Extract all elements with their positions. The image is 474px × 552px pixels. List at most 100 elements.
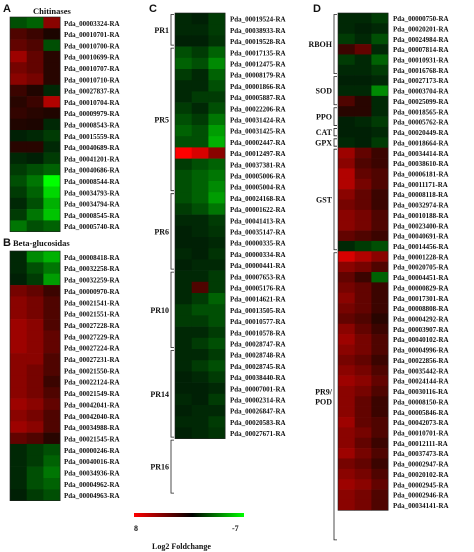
heatmap-cell xyxy=(10,163,27,176)
gene-label: Pda_00012475-RA xyxy=(230,61,286,69)
panel-letter-b: B xyxy=(3,237,11,249)
heatmap-cell xyxy=(354,354,372,366)
heatmap-cell xyxy=(43,186,61,199)
gene-label: Pda_00018565-RA xyxy=(393,108,449,116)
gene-label: Pda_00010701-RA xyxy=(393,429,449,437)
heatmap-cell xyxy=(208,125,226,137)
heatmap-panel-c: Pda_00019524-RA Pda_00038933-RA Pda_000195… xyxy=(150,12,286,494)
heatmap-cell xyxy=(191,326,209,339)
gene-label: Pda_00003907-RA xyxy=(393,326,449,334)
heatmap-cell xyxy=(354,95,372,107)
heatmap-cell xyxy=(26,375,44,388)
heatmap-cell xyxy=(354,375,372,387)
heatmap-panel-d: Pda_00000750-RA Pda_00020201-RA Pda_000249… xyxy=(308,12,449,541)
heatmap-cell xyxy=(175,281,192,294)
heatmap-cell xyxy=(208,136,226,148)
heatmap-cell xyxy=(26,307,44,320)
heatmap-cell xyxy=(26,17,44,29)
heatmap-cell xyxy=(175,270,192,283)
heatmap-cell xyxy=(43,62,61,74)
heatmap-cell xyxy=(371,189,389,200)
heatmap-cell xyxy=(43,152,61,165)
heatmap-cell xyxy=(354,137,372,148)
heatmap-cell xyxy=(371,240,389,252)
gene-label: Pda_00027224-RA xyxy=(64,345,120,353)
gene-label: Pda_00007001-RA xyxy=(230,385,286,393)
heatmap-cell xyxy=(43,209,61,221)
heatmap-cell xyxy=(191,169,209,182)
heatmap-cell xyxy=(43,285,61,297)
heatmap-cell xyxy=(354,158,372,169)
gene-label: Pda_00004451-RA xyxy=(393,274,449,282)
heatmap-cell xyxy=(10,443,27,456)
group-label: GPX xyxy=(315,139,332,148)
gene-label: Pda_00000441-RA xyxy=(230,262,286,270)
heatmap-cell xyxy=(191,35,209,47)
heatmap-cell xyxy=(10,141,27,153)
heatmap-cell xyxy=(338,448,355,459)
gene-label: Pda_00041413-RA xyxy=(230,217,286,225)
panel-letter-c: C xyxy=(149,3,157,15)
gene-label: Pda_00000750-RA xyxy=(393,15,449,23)
heatmap-cell xyxy=(175,80,192,92)
group-bracket xyxy=(333,148,337,251)
heatmap-cell xyxy=(354,396,372,407)
panel-letter-a: A xyxy=(3,3,11,15)
heatmap-cell xyxy=(371,344,389,356)
heatmap-cell xyxy=(354,147,372,159)
gene-label: Pda_00010577-RA xyxy=(230,318,286,326)
heatmap-cell xyxy=(26,96,44,108)
heatmap-cell xyxy=(354,261,372,273)
heatmap-cell xyxy=(371,448,389,459)
heatmap-cell xyxy=(208,35,226,47)
heatmap-cell xyxy=(10,387,27,399)
heatmap-cell xyxy=(208,416,226,428)
heatmap-cell xyxy=(338,292,355,304)
heatmap-cell xyxy=(10,62,27,74)
heatmap-cell xyxy=(26,409,44,422)
heatmap-cell xyxy=(191,293,209,305)
heatmap-cell xyxy=(208,147,226,159)
gene-label: Pda_00000970-RA xyxy=(64,288,120,296)
heatmap-cell xyxy=(208,80,226,92)
heatmap-cell xyxy=(208,248,226,260)
group-bracket xyxy=(333,252,337,541)
gene-label: Pda_00010931-RA xyxy=(393,57,449,65)
gene-label: Pda_00001622-RA xyxy=(230,206,286,214)
gene-label: Pda_00042073-RA xyxy=(393,419,449,427)
heatmap-cell xyxy=(354,13,372,24)
heatmap-cell xyxy=(26,364,44,377)
heatmap-cell xyxy=(191,225,209,238)
heatmap-cell xyxy=(208,405,226,417)
group-bracket xyxy=(333,76,337,106)
gene-label: Pda_00014621-RA xyxy=(230,296,286,304)
gene-label: Pda_00000334-RA xyxy=(230,251,286,259)
heatmap-cell xyxy=(208,158,226,171)
heatmap-cell xyxy=(354,126,372,138)
gene-label: Pda_00010188-RA xyxy=(393,212,449,220)
heatmap-cell xyxy=(354,489,372,501)
heatmap-cell xyxy=(43,96,61,108)
heatmap-cell xyxy=(354,344,372,356)
heatmap-cell xyxy=(371,178,389,190)
gene-label: Pda_00027671-RA xyxy=(230,430,286,438)
heatmap-cell xyxy=(208,304,226,316)
heatmap-cell xyxy=(208,169,226,182)
heatmap-cell xyxy=(10,130,27,142)
heatmap-cell xyxy=(338,303,355,314)
heatmap-cell xyxy=(338,230,355,242)
group-label: PR14 xyxy=(150,390,169,399)
heatmap-cell xyxy=(354,479,372,490)
heatmap-cell xyxy=(208,113,226,126)
group-bracket xyxy=(333,14,337,75)
heatmap-cell xyxy=(191,337,209,350)
heatmap-cell xyxy=(175,13,192,25)
heatmap-cell xyxy=(43,28,61,40)
gene-label: Pda_00028747-RA xyxy=(230,341,286,349)
heatmap-cell xyxy=(191,125,209,137)
group-bracket xyxy=(333,138,337,147)
heatmap-cell xyxy=(338,282,355,294)
gene-label: Pda_00041201-RA xyxy=(64,155,120,163)
heatmap-cell xyxy=(354,251,372,262)
heatmap-cell xyxy=(354,44,372,55)
